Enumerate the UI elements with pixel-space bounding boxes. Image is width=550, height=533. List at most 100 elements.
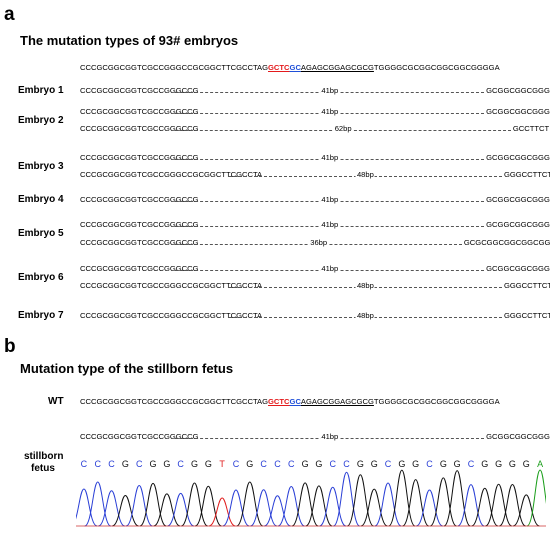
trace-base-26: G — [440, 459, 447, 469]
embryo-label: Embryo 2 — [18, 114, 64, 126]
trace-peak-19 — [332, 471, 361, 527]
embryo-7-row-1-deletion-size: 48bp — [355, 311, 375, 320]
stillborn-label: stillborn — [24, 451, 64, 462]
panel-b-label: b — [4, 336, 16, 357]
trace-peak-33 — [526, 469, 546, 527]
stillborn-mutant-deletion-size: 41bp — [320, 432, 340, 441]
trace-peak-25 — [416, 489, 443, 527]
trace-base-3: G — [122, 459, 129, 469]
embryo-3-row-1-deletion-size: 41bp — [320, 153, 340, 162]
embryo-5-row-1-deletion-size: 41bp — [320, 220, 340, 229]
embryo-5-row-2-right-seq: GCGCGGCGGCGGCGGGGA — [463, 238, 550, 247]
embryo-7-row-1-left-seq: CCCGCGGCGGTCGCCGGGCCGCGGCTTCGCCTA — [80, 311, 263, 320]
trace-peak-16 — [291, 482, 319, 527]
trace-base-1: C — [94, 459, 101, 469]
embryo-label: Embryo 5 — [18, 228, 64, 239]
embryo-7-row-1-right-seq: GGGCCTTCT — [503, 311, 550, 320]
embryo-5-row-2-left-seq: CCCGCGGCGGTCGCCGGGCCG — [80, 238, 199, 247]
trace-base-22: C — [385, 459, 392, 469]
trace-base-21: G — [371, 459, 378, 469]
trace-base-9: G — [205, 459, 212, 469]
trace-base-28: C — [468, 459, 475, 469]
trace-base-5: G — [150, 459, 157, 469]
trace-peak-24 — [402, 479, 430, 527]
trace-base-19: C — [343, 459, 350, 469]
embryo-2-row-2-deletion-size: 62bp — [333, 124, 353, 133]
embryo-6-row-2-left-seq: CCCGCGGCGGTCGCCGGGCCGCGGCTTCGCCTA — [80, 281, 263, 290]
ref-blue: GC — [289, 63, 301, 72]
embryo-6-row-1-right-seq: GCGGCGGCGGGGA — [486, 264, 550, 273]
trace-base-10: T — [219, 459, 225, 469]
embryo-3-row-2-right-seq: GGGCCTTCT — [503, 170, 550, 179]
trace-peak-30 — [485, 483, 513, 527]
trace-base-16: G — [302, 459, 309, 469]
trace-peak-10 — [208, 497, 236, 527]
trace-peak-11 — [222, 489, 250, 527]
embryo-4-row-1-deletion-size: 41bp — [320, 195, 340, 204]
embryo-2-row-2-left-seq: CCCGCGGCGGTCGCCGGGCCG — [80, 124, 199, 133]
trace-peak-20 — [346, 474, 374, 527]
trace-peak-1 — [84, 481, 112, 527]
embryo-6-row-1-left-seq: CCCGCGGCGGTCGCCGGGCCG — [80, 264, 199, 273]
trace-peak-32 — [512, 494, 540, 527]
ref-b-ul: AGAGCGGAGCGCG — [300, 397, 374, 406]
trace-base-31: G — [509, 459, 516, 469]
reference-sequence-a: CCCGCGGCGGTCGCCGGGCCGCGGCTTCGCCTAGGCTCGC… — [80, 63, 500, 72]
embryo-label: Embryo 7 — [18, 310, 64, 321]
trace-base-20: G — [357, 459, 364, 469]
embryo-label: Embryo 1 — [18, 85, 64, 96]
embryo-1-row-1-right-seq: GCGGCGGCGGGGA — [486, 86, 550, 95]
embryo-4-row-1-right-seq: GCGGCGGCGGGGA — [486, 195, 550, 204]
ref-pre: CCCGCGGCGGTCGCCGGGCCGCGGCTTCGCCTAG — [80, 63, 269, 72]
reference-sequence-b: CCCGCGGCGGTCGCCGGGCCGCGGCTTCGCCTAGGCTCGC… — [80, 397, 500, 406]
embryo-3-row-2-left-seq: CCCGCGGCGGTCGCCGGGCCGCGGCTTCGCCTA — [80, 170, 263, 179]
embryo-6-row-2-deletion-size: 48bp — [355, 281, 375, 290]
embryo-2-row-1-right-seq: GCGGCGGCGGGGA — [486, 107, 550, 116]
trace-peak-8 — [180, 482, 209, 527]
embryo-3-row-1-right-seq: GCGGCGGCGGGGA — [486, 153, 550, 162]
trace-peak-22 — [374, 482, 402, 527]
trace-base-11: C — [233, 459, 240, 469]
trace-base-25: C — [426, 459, 433, 469]
trace-peak-2 — [98, 490, 125, 527]
trace-peak-3 — [112, 494, 139, 527]
embryo-2-row-1-left-seq: CCCGCGGCGGTCGCCGGGCCG — [80, 107, 199, 116]
ref-ul: AGAGCGGAGCGCG — [300, 63, 374, 72]
trace-base-32: G — [523, 459, 530, 469]
trace-peak-12 — [236, 481, 264, 527]
trace-peak-13 — [250, 489, 277, 527]
trace-peak-14 — [264, 495, 291, 527]
trace-peak-21 — [360, 488, 388, 527]
trace-base-13: C — [260, 459, 267, 469]
stillborn-mutant-right-seq: GCGGCGGCGGGGA — [486, 432, 550, 441]
embryo-2-row-1-deletion-size: 41bp — [320, 107, 340, 116]
ref-b-pre: CCCGCGGCGGTCGCCGGGCCGCGGCTTCGCCTAG — [80, 397, 269, 406]
ref-b-red: GCTC — [268, 397, 290, 406]
embryo-1-row-1-deletion-size: 41bp — [320, 86, 340, 95]
trace-base-8: G — [191, 459, 198, 469]
ref-b-blue: GC — [289, 397, 301, 406]
trace-base-7: C — [177, 459, 184, 469]
trace-base-29: G — [481, 459, 488, 469]
embryo-label: Embryo 3 — [18, 160, 64, 172]
trace-base-4: C — [136, 459, 143, 469]
trace-base-30: G — [495, 459, 502, 469]
embryo-1-row-1-left-seq: CCCGCGGCGGTCGCCGGGCCG — [80, 86, 199, 95]
trace-peak-28 — [457, 484, 485, 527]
trace-base-18: C — [329, 459, 336, 469]
trace-peak-26 — [429, 477, 457, 527]
trace-base-6: G — [163, 459, 170, 469]
trace-base-15: C — [288, 459, 295, 469]
trace-peak-29 — [471, 487, 499, 527]
embryo-6-row-1-deletion-size: 41bp — [320, 264, 340, 273]
trace-base-17: G — [315, 459, 322, 469]
embryo-3-row-2-deletion-size: 48bp — [355, 170, 375, 179]
trace-peak-23 — [388, 469, 416, 527]
ref-post: TGGGGCGCGGCGGCGGCGGGGA — [373, 63, 500, 72]
embryo-5-row-2-deletion-size: 36bp — [309, 238, 329, 247]
trace-peak-0 — [76, 488, 98, 527]
fetus-label: fetus — [31, 463, 55, 474]
trace-base-27: G — [454, 459, 461, 469]
wt-label: WT — [48, 396, 64, 407]
